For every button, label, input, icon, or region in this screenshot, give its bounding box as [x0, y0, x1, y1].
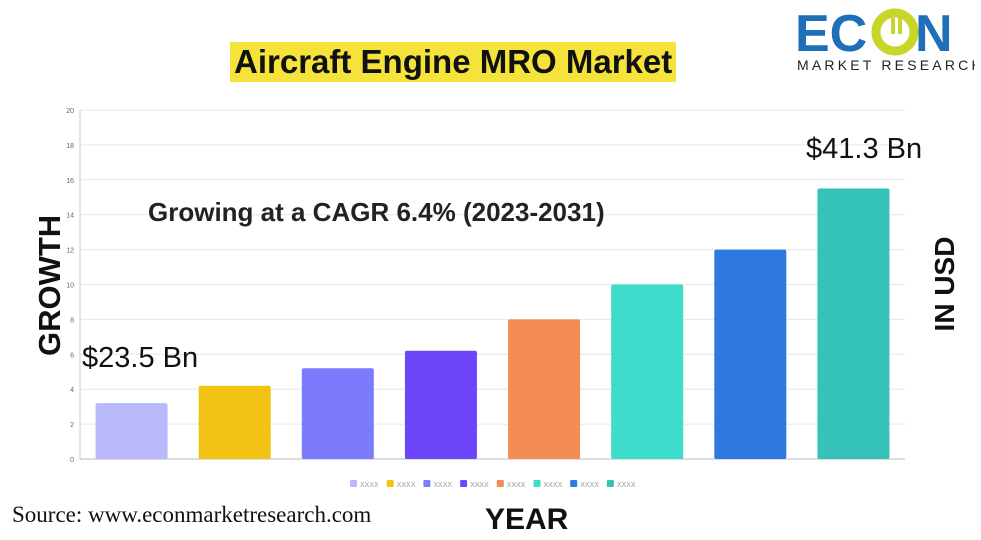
source-text: Source: www.econmarketresearch.com [12, 502, 372, 527]
econ-logo: EC N MARKET RESEARCH [795, 4, 981, 74]
bar [817, 188, 890, 459]
legend-label: XXXX [617, 482, 636, 489]
cagr-annotation: Growing at a CAGR 6.4% (2023-2031) [148, 197, 605, 227]
legend-swatch [423, 480, 431, 487]
legend-swatch [350, 480, 357, 487]
legend-label: XXXX [580, 482, 599, 489]
logo-o-ring [871, 8, 919, 56]
start-value-label: $23.5 Bn [82, 342, 199, 374]
legend-swatch [606, 480, 614, 487]
y-tick-label: 14 [66, 213, 74, 220]
logo-subtext: MARKET RESEARCH [797, 57, 975, 73]
legend-label: XXXX [360, 482, 379, 489]
svg-text:N: N [915, 5, 953, 63]
y-tick-label: 6 [70, 352, 74, 359]
legend-swatch [533, 480, 541, 487]
legend-label: XXXX [544, 482, 563, 489]
bar [198, 385, 271, 459]
bar [508, 319, 581, 459]
x-axis-label: YEAR [485, 503, 569, 536]
legend-label: XXXX [507, 482, 526, 489]
y-tick-label: 10 [66, 283, 74, 290]
y-tick-label: 12 [66, 248, 74, 255]
legend-swatch [460, 480, 468, 487]
y-tick-label: 2 [70, 422, 74, 429]
legend-swatch [386, 480, 394, 487]
bar [714, 249, 787, 459]
y-tick-label: 4 [70, 387, 74, 394]
unit-label: IN USD [929, 236, 960, 332]
legend-swatch [496, 480, 504, 487]
bar [404, 350, 477, 459]
legend-swatch [570, 480, 578, 487]
y-tick-label: 18 [66, 143, 74, 150]
legend-label: XXXX [433, 482, 452, 489]
bar [95, 403, 168, 459]
bar [611, 284, 684, 459]
bar [301, 368, 374, 459]
y-tick-label: 16 [66, 178, 74, 185]
legend-label: XXXX [397, 482, 416, 489]
end-value-label: $41.3 Bn [806, 133, 923, 165]
y-axis-label: GROWTH [32, 214, 67, 356]
y-tick-label: 20 [66, 108, 74, 115]
chart-title: Aircraft Engine MRO Market [230, 42, 677, 82]
legend-label: XXXX [470, 482, 489, 489]
logo-econ-text: EC [795, 5, 867, 63]
y-tick-label: 8 [70, 317, 74, 324]
y-tick-label: 0 [70, 457, 74, 464]
